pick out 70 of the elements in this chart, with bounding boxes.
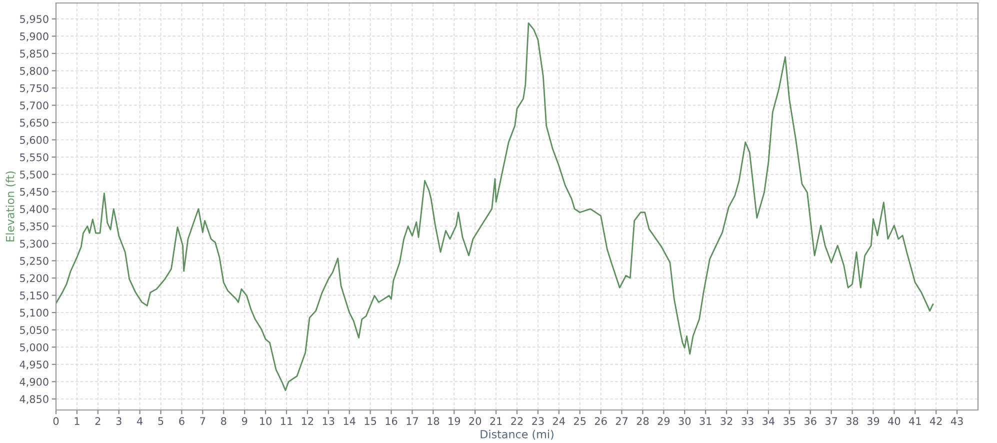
x-tick-label: 16 [386, 417, 398, 426]
y-tick-label: 5,700 [20, 101, 48, 110]
x-tick-label: 43 [950, 417, 963, 426]
x-tick-label: 42 [930, 417, 942, 425]
y-tick-label: 5,400 [20, 205, 48, 214]
y-tick-label: 5,350 [20, 222, 48, 232]
y-tick-label: 5,900 [20, 32, 48, 42]
x-tick-label: 36 [804, 417, 816, 426]
x-tick-label: 30 [678, 417, 691, 426]
x-tick-label: 14 [344, 417, 356, 425]
x-tick-label: 5 [158, 417, 164, 426]
y-tick-label: 5,800 [20, 66, 48, 76]
y-tick-label: 5,200 [20, 274, 48, 284]
x-tick-label: 1 [74, 417, 80, 425]
x-tick-label: 33 [742, 417, 754, 426]
x-tick-label: 21 [490, 417, 502, 425]
x-tick-label: 25 [574, 417, 586, 426]
x-tick-label: 15 [364, 417, 376, 426]
y-tick-label: 5,550 [20, 153, 48, 162]
y-tick-label: 5,450 [20, 188, 48, 197]
x-tick-label: 12 [302, 417, 314, 425]
x-tick-label: 32 [720, 417, 732, 426]
x-tick-label: 38 [846, 417, 858, 426]
x-tick-label: 11 [281, 417, 292, 425]
y-axis-title: Elevation (ft) [6, 172, 16, 242]
y-tick-label: 5,650 [20, 118, 48, 128]
y-tick-label: 5,250 [20, 256, 48, 266]
x-tick-label: 17 [406, 417, 418, 425]
y-tick-label: 4,950 [20, 360, 48, 370]
x-tick-label: 27 [616, 417, 628, 425]
x-tick-label: 2 [95, 417, 100, 425]
line-series [56, 22, 934, 391]
y-tick-label: 4,850 [20, 395, 48, 404]
x-tick-label: 3 [116, 417, 122, 426]
x-tick-label: 41 [909, 417, 921, 425]
y-tick-label: 5,850 [20, 50, 48, 59]
x-tick-label: 40 [888, 417, 900, 426]
y-tick-label: 5,500 [20, 170, 48, 180]
y-tick-label: 5,000 [20, 343, 48, 352]
y-tick-label: 5,150 [20, 292, 48, 300]
x-tick-label: 0 [53, 417, 59, 426]
x-tick-label: 34 [762, 417, 774, 426]
x-tick-label: 19 [448, 417, 460, 426]
x-tick-label: 28 [636, 417, 649, 426]
x-tick-label: 18 [428, 417, 440, 426]
y-tick-label: 5,300 [20, 240, 48, 249]
x-tick-label: 39 [867, 417, 880, 426]
y-tick-label: 5,100 [20, 308, 48, 318]
x-tick-label: 9 [242, 417, 248, 426]
x-tick-label: 4 [137, 417, 143, 425]
x-tick-label: 24 [553, 417, 565, 425]
x-tick-label: 6 [179, 417, 184, 426]
x-tick-label: 29 [658, 417, 670, 426]
x-tick-label: 37 [825, 417, 838, 426]
y-tick-label: 4,900 [20, 378, 48, 387]
y-tick-label: 5,750 [20, 84, 48, 94]
x-tick-label: 20 [469, 417, 482, 426]
y-tick-label: 5,950 [20, 15, 48, 24]
x-tick-label: 22 [511, 417, 523, 425]
x-tick-label: 31 [700, 417, 712, 426]
x-tick-label: 8 [221, 417, 226, 426]
x-axis-title: Distance (mi) [480, 430, 554, 440]
x-tick-label: 10 [260, 417, 272, 426]
y-tick-label: 5,050 [20, 326, 48, 336]
x-tick-label: 13 [322, 417, 334, 426]
x-tick-label: 7 [200, 417, 206, 425]
y-tick-label: 5,600 [20, 136, 48, 145]
x-tick-label: 23 [532, 417, 544, 426]
x-tick-label: 35 [784, 417, 796, 426]
x-tick-label: 26 [594, 417, 607, 426]
